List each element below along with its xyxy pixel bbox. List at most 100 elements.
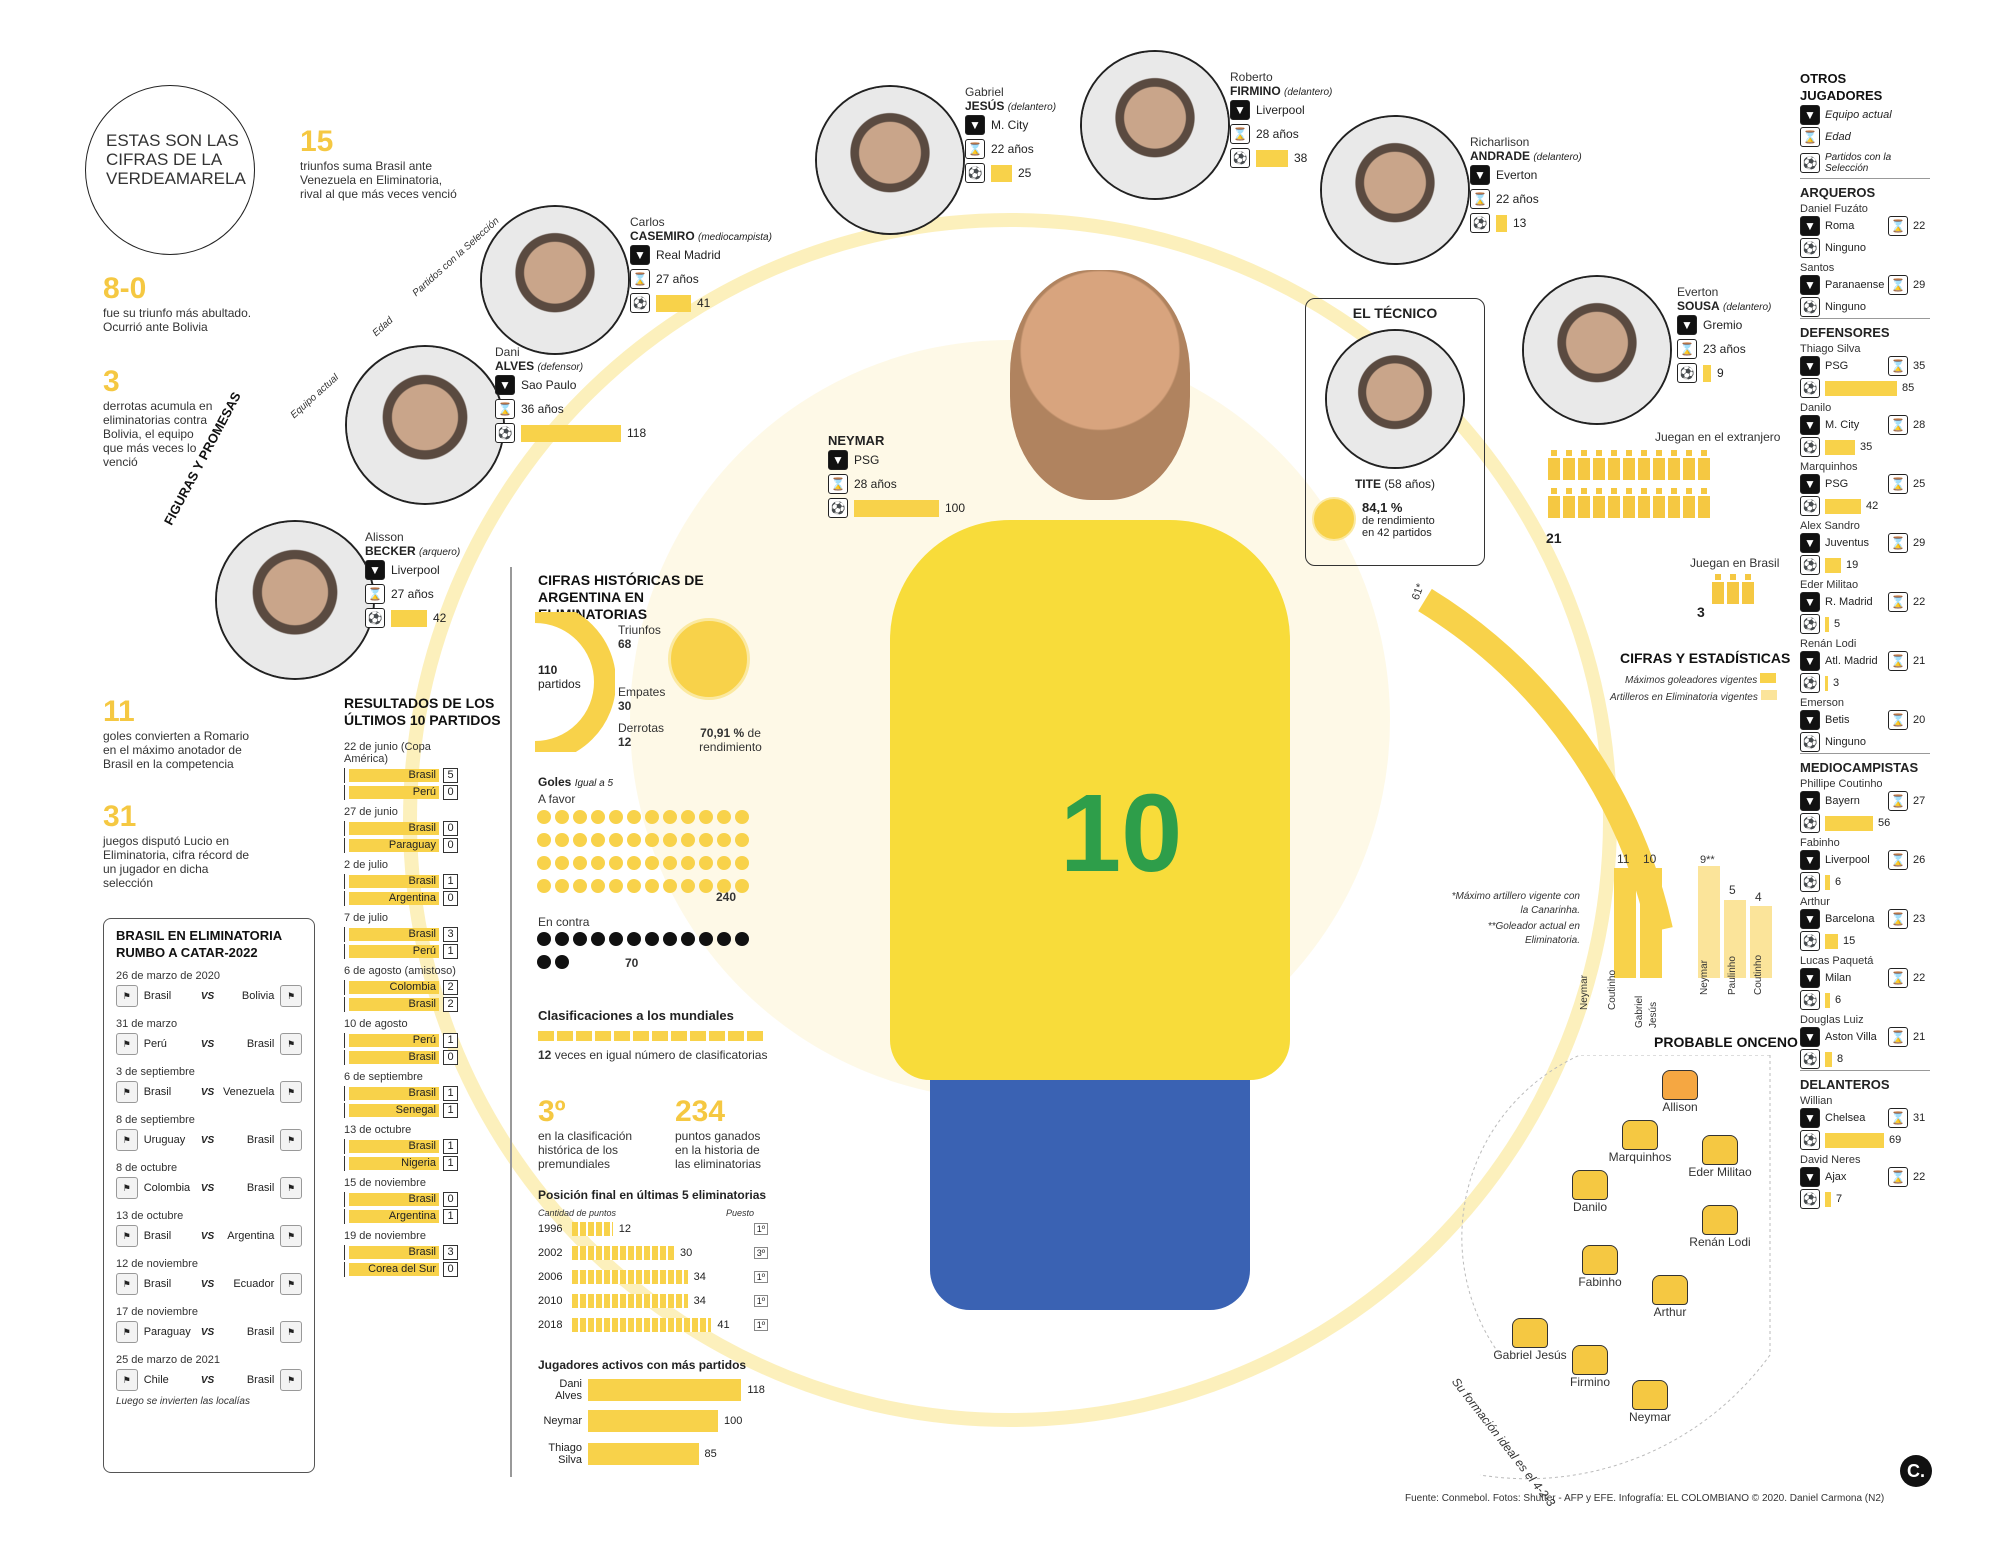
other-player: Thiago Silva ▼ PSG ⌛ 35 ⚽ 85 [1800,343,1930,399]
divider [1800,178,1930,179]
games-bar [1825,498,1861,514]
other-name: Lucas Paquetá [1800,955,1874,967]
player-icon: ⚽ [1800,931,1820,951]
flag-icon: ⚑ [116,1033,138,1055]
title-line: VERDEAMARELA [106,169,246,188]
result-team: Brasil [349,928,439,941]
goals-for-label: A favor [538,792,576,806]
hourglass-icon: ⌛ [1888,1027,1908,1047]
title-line: ESTAS SON LAS [106,131,239,150]
ball-icon [573,932,587,946]
qatar-box: BRASIL EN ELIMINATORIA RUMBO A CATAR-202… [103,918,315,1473]
fact-number: 8-0 [103,272,147,305]
neymar-shorts [930,1080,1250,1310]
other-age: 26 [1913,854,1926,866]
shirt-icon [1662,1070,1698,1100]
brasil-label: Juegan en Brasil [1690,556,1780,570]
pos-row: 2010 34 1º [538,1294,768,1308]
shirt-icon: ▼ [1800,1027,1820,1047]
vs-label: VS [200,1278,215,1290]
person-icon [1683,488,1695,518]
onceno-name: Fabinho [1578,1275,1622,1289]
person-icon [1638,488,1650,518]
other-team: Aston Villa [1825,1031,1877,1043]
player-games: 41 [697,296,711,310]
player-games: 38 [1294,151,1308,165]
flag-icon: ⚑ [280,985,303,1007]
pos-row: 1996 12 1º [538,1222,768,1236]
games-bar [656,294,691,312]
hourglass-icon: ⌛ [365,584,385,604]
clasif-mark [576,1031,592,1041]
result-item: 19 de noviembre Brasil 3 Corea del Sur 0 [344,1230,464,1277]
ball-icon [663,932,677,946]
shirt-icon: ▼ [1230,100,1250,120]
shirt-icon: ▼ [1800,710,1820,730]
fact-text: derrotas acumula en eliminatorias contra… [103,399,213,469]
qatar-match: 31 de marzo ⚑ Perú VS Brasil ⚑ [116,1017,303,1057]
other-games: 15 [1843,935,1856,947]
active-name: Neymar [543,1415,582,1427]
result-score: 0 [443,1050,458,1065]
vs-label: VS [200,1326,215,1338]
qatar-match: 3 de septiembre ⚑ Brasil VS Venezuela ⚑ [116,1065,303,1105]
onceno-name: Eder Militao [1688,1165,1752,1179]
pos-year: 1996 [538,1223,563,1235]
person-icon [1653,488,1665,518]
other-name: David Neres [1800,1154,1861,1166]
result-team: Brasil [349,1140,439,1153]
other-player: Renán Lodi ▼ Atl. Madrid ⌛ 21 ⚽ 3 [1800,638,1930,694]
total-value: 110 [538,663,558,677]
onceno-player: Neymar [1610,1380,1690,1424]
player-photo [815,85,965,235]
pos-row: 2018 41 1º [538,1318,768,1332]
ball-icon [555,810,569,824]
other-team: Ajax [1825,1171,1847,1183]
ball-icon [735,879,749,893]
clasif-value: 12 [538,1048,552,1062]
pos-row: 2006 34 1º [538,1270,768,1284]
match-team: Brasil [143,1278,172,1290]
brasil-people [1712,574,1757,609]
flag-icon: ⚑ [116,1081,138,1103]
abroad-label: Juegan en el extranjero [1655,430,1781,444]
result-score: 0 [443,1262,458,1277]
match-team: Brasil [143,990,172,1002]
ball-icon [645,932,659,946]
credit-line: Fuente: Conmebol. Fotos: Shutter - AFP y… [1405,1493,1885,1504]
other-games: 35 [1860,441,1873,453]
goals-legend: Igual a 5 [574,778,614,789]
shirt-icon [1572,1170,1608,1200]
ball-icon [555,833,569,847]
games-bar [1825,439,1855,455]
match-team: Brasil [246,1038,275,1050]
player-role: (delantero) [1284,87,1333,98]
other-games: 69 [1889,1134,1902,1146]
player-role: (defensor) [537,362,584,373]
ball-icon [645,879,659,893]
other-age: 25 [1913,478,1926,490]
pos-title: Posición final en últimas 5 eliminatoria… [538,1188,767,1202]
player-icon: ⚽ [1800,1189,1820,1209]
person-icon [1608,450,1620,480]
clasif-title: Clasificaciones a los mundiales [538,1008,734,1023]
games-bar [1825,616,1829,632]
fact-number: 31 [103,800,137,833]
player-first-name: Gabriel [965,85,1004,99]
person-icon [1623,488,1635,518]
player-first-name: Everton [1677,285,1719,299]
other-games: Ninguno [1825,301,1866,313]
player-age: 22 años [1496,192,1539,206]
player-last-name: SOUSA [1677,299,1720,313]
result-team: Brasil [349,1193,439,1206]
hourglass-icon: ⌛ [1888,968,1908,988]
others-sidebar: OTROS JUGADORES ▼ Equipo actual ⌛ Edad ⚽ Pa… [1800,70,1930,1210]
ball-icon [717,856,731,870]
player-last-name: ALVES [495,359,535,373]
divider [1800,318,1930,319]
bar-name: Neymar [1579,974,1590,1010]
onceno-player: Gabriel Jesús [1490,1318,1570,1362]
pct-label: de [747,726,761,740]
player-icon: ⚽ [1800,990,1820,1010]
ball-icon [591,856,605,870]
